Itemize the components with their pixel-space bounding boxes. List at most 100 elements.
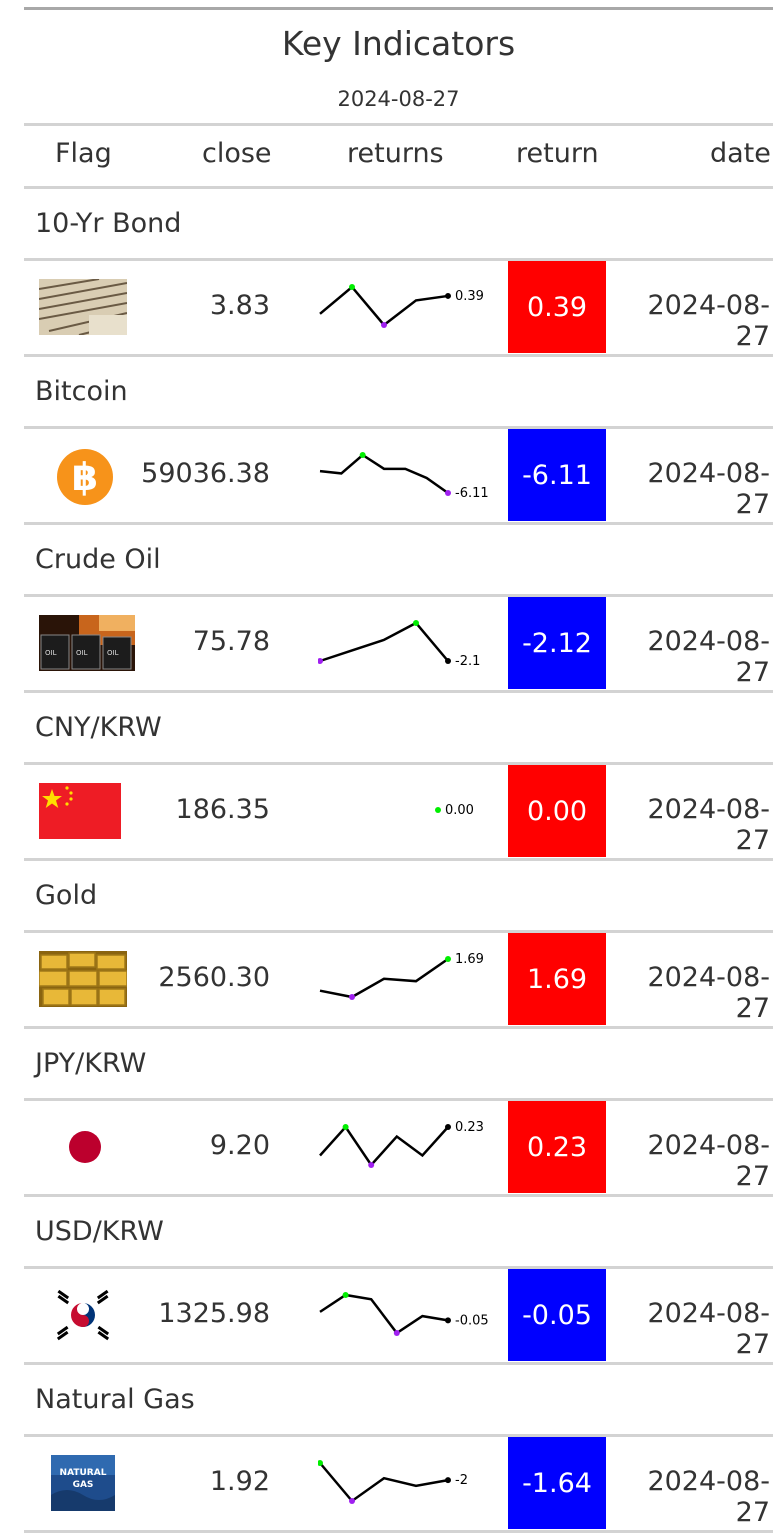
close-value: 9.20 [209, 1130, 270, 1161]
sparkline-low-point [445, 490, 451, 496]
sparkline-last-point [445, 1317, 451, 1324]
row-group-label: CNY/KRW [35, 712, 162, 743]
return-value: 1.69 [526, 963, 588, 995]
svg-text:NATURAL: NATURAL [60, 1468, 107, 1478]
col-header-returns: returns [347, 138, 444, 169]
group-rule [24, 594, 773, 597]
return-value-box: 0.23 [508, 1101, 606, 1193]
sparkline-low-point [349, 1498, 355, 1504]
return-value-box: 0.39 [508, 261, 606, 353]
sparkline-high-point [445, 956, 451, 962]
table-title: Key Indicators [281, 24, 516, 63]
group-rule [24, 426, 773, 429]
date-value: 2024-08-27 [647, 962, 770, 1024]
crude-oil-barrels-icon: OIL OIL OIL [39, 615, 135, 675]
row-rule [24, 1026, 773, 1029]
row-rule [24, 522, 773, 525]
row-rule [24, 1362, 773, 1365]
sparkline-last-point [445, 658, 451, 664]
close-value: 75.78 [192, 626, 270, 657]
returns-sparkline: 0.23 [319, 1120, 484, 1168]
sparkline-low-point [393, 1330, 400, 1336]
sparkline-low-point [368, 1162, 375, 1168]
returns-sparkline: -2 [318, 1460, 468, 1504]
sparkline-point [435, 807, 441, 813]
natural-gas-icon: NATURAL GAS [51, 1455, 115, 1515]
row-group-label: JPY/KRW [35, 1048, 147, 1079]
svg-text:OIL: OIL [107, 649, 119, 657]
sparkline-end-label: -0.05 [455, 1313, 489, 1328]
return-value-box: -2.12 [508, 597, 606, 689]
return-value-box: -6.11 [508, 429, 606, 521]
row-group-label: Crude Oil [35, 544, 161, 575]
sparkline-line [319, 1124, 449, 1168]
returns-sparkline: -6.11 [319, 452, 489, 501]
col-header-close: close [202, 138, 272, 169]
gold-bars-icon [38, 951, 128, 1011]
return-value: 0.39 [526, 291, 588, 323]
sparkline-low-point [349, 994, 355, 1000]
sparkline-high-point [413, 620, 419, 626]
return-value: -2.12 [522, 627, 592, 659]
date-value: 2024-08-27 [647, 1466, 770, 1528]
returns-sparkline: 1.69 [319, 952, 484, 1000]
group-rule [24, 930, 773, 933]
sparkline-last-point [445, 1124, 451, 1130]
sparkline-line [319, 957, 449, 999]
row-rule [24, 690, 773, 693]
sparkline-high-point [342, 1124, 349, 1130]
sparkline-line [319, 453, 449, 495]
col-header-flag: Flag [55, 138, 112, 169]
sparkline-end-label: -2 [455, 1473, 468, 1488]
return-value-box: 1.69 [508, 933, 606, 1025]
row-group-label: USD/KRW [35, 1216, 164, 1247]
date-value: 2024-08-27 [647, 794, 770, 856]
header-top-rule [24, 123, 773, 126]
close-value: 59036.38 [141, 458, 270, 489]
group-rule [24, 1098, 773, 1101]
return-value: -6.11 [522, 459, 592, 491]
date-value: 2024-08-27 [647, 290, 770, 352]
group-rule [24, 258, 773, 261]
row-group-label: 10-Yr Bond [35, 208, 182, 239]
sparkline-line [319, 285, 449, 327]
group-rule [24, 1266, 773, 1269]
bond-certificates-icon [38, 278, 128, 339]
sparkline-end-label: 1.69 [455, 952, 484, 967]
row-group-label: Gold [35, 880, 98, 911]
sparkline-low-point [381, 322, 387, 328]
sparkline-line [319, 621, 449, 663]
col-header-return: return [516, 138, 599, 169]
sparkline-end-label: 0.00 [445, 803, 474, 818]
svg-text:OIL: OIL [45, 649, 57, 657]
return-value-box: -0.05 [508, 1269, 606, 1361]
table-top-border [24, 7, 773, 10]
returns-sparkline: -2.1 [318, 620, 480, 669]
header-bottom-rule [24, 186, 773, 189]
table-subtitle: 2024-08-27 [337, 87, 460, 111]
sparkline-high-point [349, 284, 355, 290]
group-rule [24, 762, 773, 765]
bitcoin-icon: ฿ [55, 447, 115, 511]
row-group-label: Natural Gas [35, 1384, 195, 1415]
sparkline-end-label: 0.39 [455, 289, 484, 304]
svg-text:OIL: OIL [76, 649, 88, 657]
sparkline-line [319, 1293, 449, 1335]
sparkline-end-label: -6.11 [455, 486, 489, 501]
close-value: 1325.98 [158, 1298, 270, 1329]
svg-text:GAS: GAS [73, 1480, 94, 1490]
row-rule [24, 1530, 773, 1533]
row-rule [24, 1194, 773, 1197]
returns-sparkline: 0.39 [319, 284, 484, 328]
sparkline-last-point [445, 1477, 451, 1484]
china-flag-icon [39, 783, 121, 843]
sparkline-line [319, 1462, 449, 1503]
close-value: 3.83 [209, 290, 270, 321]
date-value: 2024-08-27 [647, 1130, 770, 1192]
return-value-box: -1.64 [508, 1437, 606, 1529]
date-value: 2024-08-27 [647, 1298, 770, 1360]
japan-flag-icon [55, 1119, 115, 1179]
sparkline-high-point [359, 452, 366, 458]
sparkline-end-label: 0.23 [455, 1120, 484, 1135]
row-group-label: Bitcoin [35, 376, 128, 407]
